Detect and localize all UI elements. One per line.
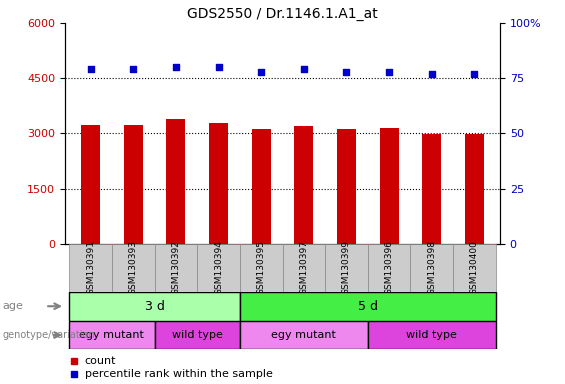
Point (385, 68, 394, 74)
Bar (368, 244, 410, 292)
Bar (81, 125, 100, 244)
Bar (282, 244, 325, 292)
Text: 3 d: 3 d (145, 300, 164, 313)
Bar (69, 244, 112, 292)
Bar (240, 244, 282, 292)
Text: 5 d: 5 d (358, 300, 378, 313)
Text: wild type: wild type (406, 330, 457, 340)
Text: wild type: wild type (172, 330, 223, 340)
Bar (410, 244, 453, 292)
Bar (197, 244, 240, 292)
Text: percentile rank within the sample: percentile rank within the sample (85, 369, 272, 379)
Bar (453, 244, 496, 292)
Bar (69, 292, 240, 321)
Text: genotype/variation: genotype/variation (3, 330, 95, 340)
Text: age: age (3, 301, 24, 311)
Point (129, 66, 138, 73)
Title: GDS2550 / Dr.1146.1.A1_at: GDS2550 / Dr.1146.1.A1_at (187, 7, 378, 21)
Text: GSM130393: GSM130393 (129, 240, 138, 295)
Text: GSM130400: GSM130400 (470, 240, 479, 295)
Text: count: count (85, 356, 116, 366)
Point (214, 64, 223, 70)
Point (171, 64, 180, 70)
Bar (112, 244, 155, 292)
Point (342, 68, 351, 74)
Point (299, 66, 308, 73)
Bar (69, 321, 155, 349)
Bar (155, 321, 240, 349)
Text: GSM130396: GSM130396 (385, 240, 394, 295)
Text: GSM130397: GSM130397 (299, 240, 308, 295)
Text: egy mutant: egy mutant (80, 330, 144, 340)
Bar (337, 129, 356, 244)
Bar (380, 128, 399, 244)
Point (86, 66, 95, 73)
Bar (294, 126, 314, 244)
Text: GSM130391: GSM130391 (86, 240, 95, 295)
Text: GSM130399: GSM130399 (342, 240, 351, 295)
Bar (209, 123, 228, 244)
Point (470, 71, 479, 77)
Text: GSM130398: GSM130398 (427, 240, 436, 295)
Bar (155, 244, 197, 292)
Bar (240, 292, 496, 321)
Point (257, 68, 266, 74)
Text: GSM130392: GSM130392 (171, 240, 180, 295)
Bar (240, 321, 368, 349)
Text: GSM130395: GSM130395 (257, 240, 266, 295)
Bar (368, 321, 496, 349)
Bar (251, 129, 271, 244)
Text: GSM130394: GSM130394 (214, 240, 223, 295)
Point (427, 71, 436, 77)
Bar (166, 119, 185, 244)
Bar (465, 134, 484, 244)
Text: egy mutant: egy mutant (271, 330, 336, 340)
Bar (422, 134, 441, 244)
Bar (124, 125, 143, 244)
Bar (325, 244, 368, 292)
